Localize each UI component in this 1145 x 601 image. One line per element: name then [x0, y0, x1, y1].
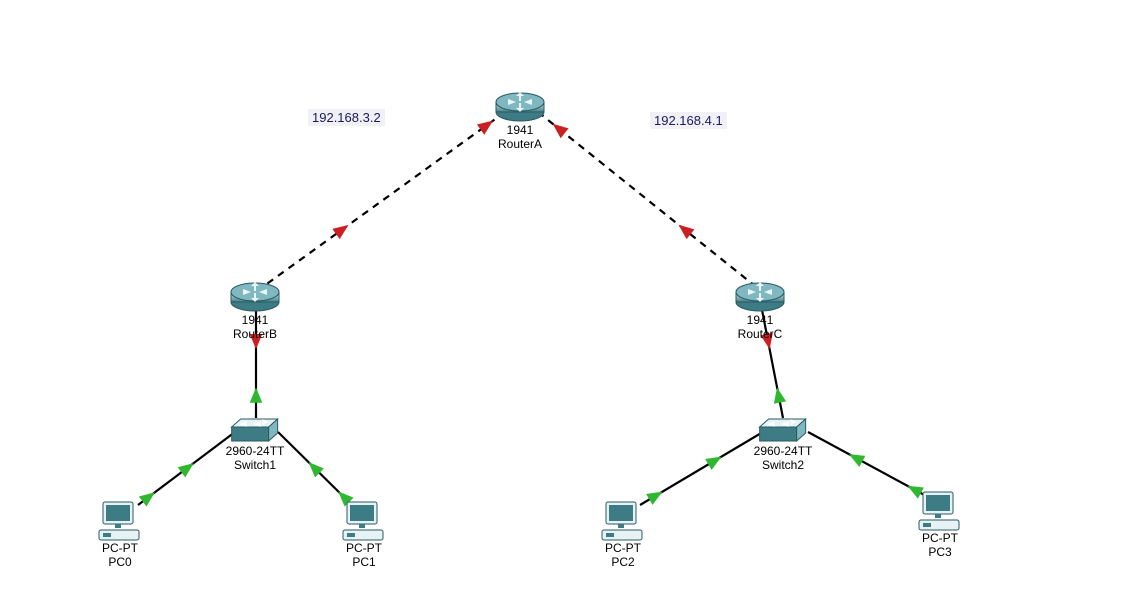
switch-icon	[757, 415, 809, 445]
device-model-label: 1941	[494, 124, 546, 138]
pc-2[interactable]: PC-PT PC2	[600, 500, 646, 570]
pc-icon	[600, 500, 646, 542]
device-model-label: PC-PT	[97, 542, 143, 556]
pc-icon	[917, 490, 963, 532]
router-c[interactable]: 1941 RouterC	[734, 280, 786, 342]
device-name-label: RouterC	[734, 328, 786, 342]
router-b[interactable]: 1941 RouterB	[229, 280, 281, 342]
device-name-label: RouterA	[494, 138, 546, 152]
router-icon	[494, 90, 546, 124]
ip-label-right: 192.168.4.1	[650, 112, 727, 129]
device-name-label: Switch2	[754, 459, 813, 473]
device-name-label: PC0	[97, 556, 143, 570]
pc-0[interactable]: PC-PT PC0	[97, 500, 143, 570]
device-model-label: PC-PT	[600, 542, 646, 556]
switch-1[interactable]: 2960-24TT Switch1	[226, 415, 285, 473]
pc-icon	[341, 500, 387, 542]
router-icon	[734, 280, 786, 314]
device-name-label: PC1	[341, 556, 387, 570]
device-name-label: PC3	[917, 546, 963, 560]
device-model-label: 2960-24TT	[226, 445, 285, 459]
device-model-label: 2960-24TT	[754, 445, 813, 459]
device-model-label: PC-PT	[917, 532, 963, 546]
device-name-label: RouterB	[229, 328, 281, 342]
topology-canvas: 192.168.3.2 192.168.4.1 1941 RouterA 194…	[0, 0, 1145, 601]
device-model-label: PC-PT	[341, 542, 387, 556]
ip-label-left: 192.168.3.2	[308, 109, 385, 126]
switch-2[interactable]: 2960-24TT Switch2	[754, 415, 813, 473]
switch-icon	[229, 415, 281, 445]
device-name-label: PC2	[600, 556, 646, 570]
links-layer	[0, 0, 1145, 601]
pc-3[interactable]: PC-PT PC3	[917, 490, 963, 560]
pc-icon	[97, 500, 143, 542]
device-model-label: 1941	[229, 314, 281, 328]
device-name-label: Switch1	[226, 459, 285, 473]
pc-1[interactable]: PC-PT PC1	[341, 500, 387, 570]
device-model-label: 1941	[734, 314, 786, 328]
router-a[interactable]: 1941 RouterA	[494, 90, 546, 152]
router-icon	[229, 280, 281, 314]
